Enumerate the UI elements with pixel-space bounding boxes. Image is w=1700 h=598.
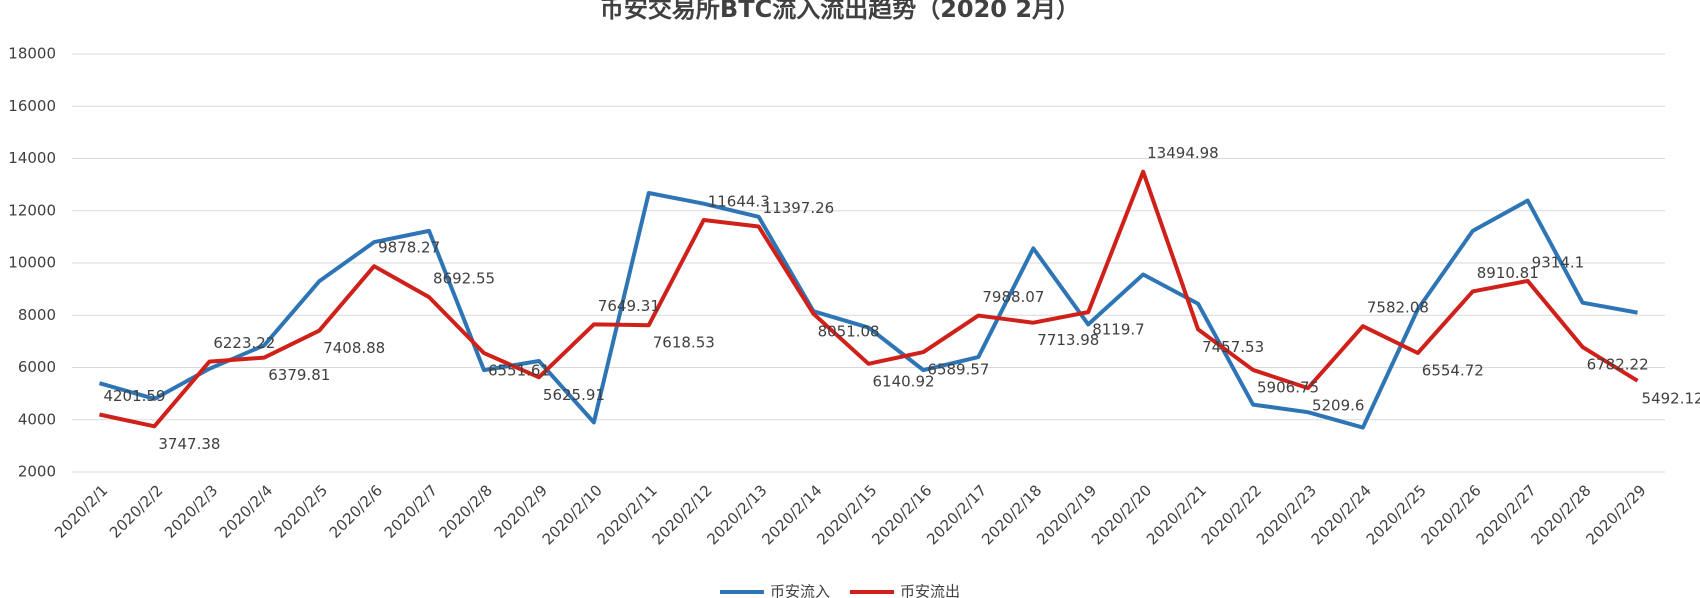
data-label: 5492.12 [1642, 389, 1700, 407]
data-label: 6782.22 [1587, 356, 1649, 374]
legend-label: 币安流出 [900, 583, 960, 598]
data-label: 7649.31 [598, 297, 660, 315]
x-tick-label: 2020/2/3 [161, 481, 221, 541]
series-line [99, 169, 1639, 429]
data-label: 7988.07 [982, 288, 1044, 306]
x-tick-label: 2020/2/8 [436, 481, 496, 541]
data-label: 7582.08 [1367, 299, 1429, 317]
data-label: 6140.92 [873, 372, 935, 390]
x-tick-label: 2020/2/5 [271, 481, 331, 541]
data-label: 7618.53 [653, 334, 715, 352]
data-label: 13494.98 [1147, 144, 1219, 162]
data-label: 8119.7 [1092, 321, 1145, 339]
y-tick-label: 18000 [8, 45, 56, 63]
y-tick-label: 10000 [8, 254, 56, 272]
y-tick-label: 6000 [18, 358, 56, 376]
x-tick-label: 2020/2/2 [106, 481, 166, 541]
data-label: 6379.81 [268, 366, 330, 384]
data-label: 6551.61 [488, 362, 550, 380]
data-label: 7457.53 [1202, 338, 1264, 356]
data-label: 9878.27 [378, 239, 440, 257]
y-tick-label: 12000 [8, 201, 56, 219]
data-label: 6554.72 [1422, 362, 1484, 380]
y-tick-label: 8000 [18, 306, 56, 324]
legend-label: 币安流入 [770, 583, 830, 598]
data-label: 5906.75 [1257, 378, 1319, 396]
y-tick-label: 14000 [8, 149, 56, 167]
data-label: 4201.59 [103, 387, 165, 405]
data-label: 6223.22 [213, 334, 275, 352]
data-label: 3747.38 [158, 435, 220, 453]
legend: 币安流入 币安流出 [720, 583, 960, 598]
data-label: 8051.08 [818, 322, 880, 340]
data-label: 5209.6 [1312, 397, 1365, 415]
series-line [98, 190, 1638, 430]
data-label: 7408.88 [323, 339, 385, 357]
data-label: 7713.98 [1037, 331, 1099, 349]
data-label: 9314.1 [1532, 253, 1585, 271]
x-tick-label: 2020/2/6 [326, 481, 386, 541]
data-label: 8910.81 [1477, 264, 1539, 282]
x-tick-label: 2020/2/1 [51, 481, 111, 541]
y-tick-label: 4000 [18, 410, 56, 428]
y-tick-label: 16000 [8, 97, 56, 115]
data-label: 6589.57 [927, 361, 989, 379]
x-tick-label: 2020/2/7 [381, 481, 441, 541]
data-label: 11397.26 [763, 199, 835, 217]
y-tick-label: 2000 [18, 463, 56, 481]
x-tick-label: 2020/2/4 [216, 481, 276, 541]
data-label: 8692.55 [433, 270, 495, 288]
x-tick-label: 2020/2/29 [1582, 481, 1649, 548]
chart-title: 币安交易所BTC流入流出趋势（2020 2月） [600, 0, 1080, 23]
data-label: 11644.3 [708, 193, 770, 211]
data-label: 5625.91 [543, 386, 605, 404]
